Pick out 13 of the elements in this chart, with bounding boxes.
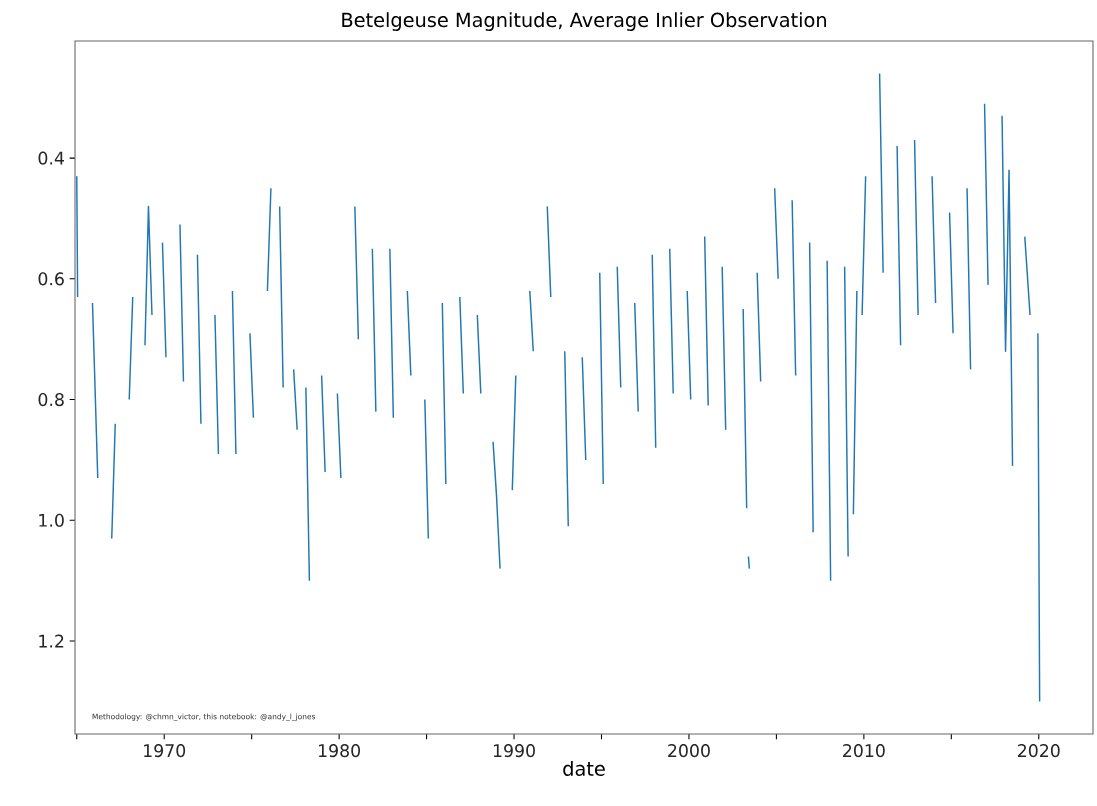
y-tick-label: 1.2 — [39, 634, 64, 648]
chart-title: Betelgeuse Magnitude, Average Inlier Observation — [342, 12, 826, 31]
x-tick-label: 1990 — [493, 744, 535, 758]
y-tick-label: 0.4 — [38, 151, 64, 165]
x-axis-title: date — [563, 760, 605, 776]
x-tick-label: 1980 — [318, 744, 361, 758]
y-tick-label: 0.8 — [38, 393, 64, 407]
x-tick-label: 2020 — [1018, 744, 1060, 758]
y-tick-label: 1.0 — [39, 513, 64, 527]
x-tick-label: 2010 — [843, 744, 885, 758]
y-tick-label: 0.6 — [38, 272, 64, 286]
x-tick-label: 1970 — [144, 744, 186, 758]
x-tick-label: 2000 — [668, 744, 710, 758]
